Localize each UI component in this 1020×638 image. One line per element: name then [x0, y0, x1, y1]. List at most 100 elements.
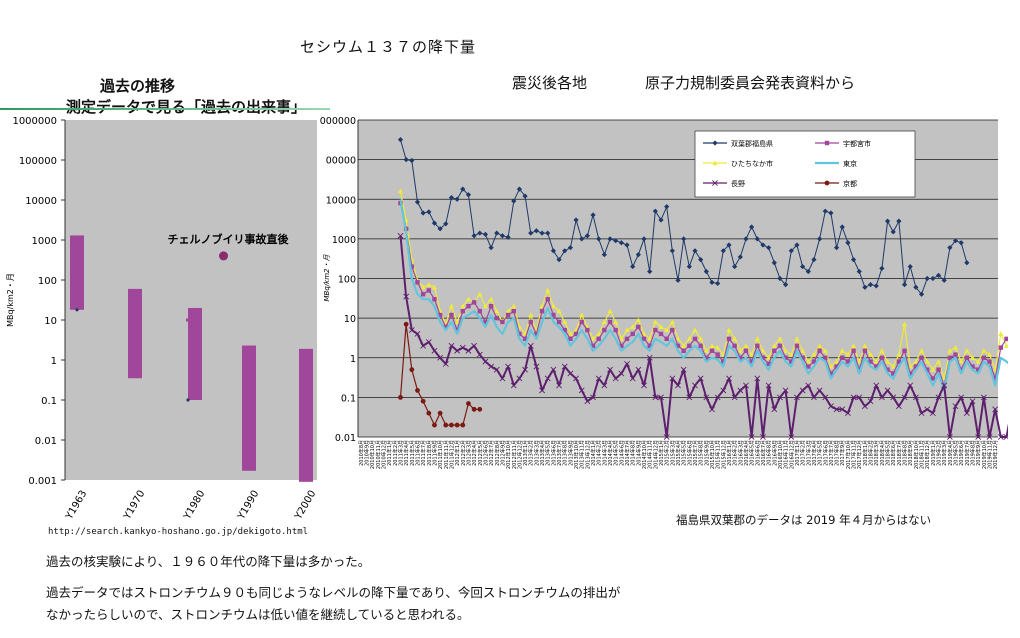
x-tick-label: 2019年6月	[958, 440, 965, 466]
x-tick-label: 2018年10月	[913, 440, 920, 469]
data-point	[936, 367, 941, 372]
data-point	[425, 339, 432, 345]
data-point	[919, 355, 924, 360]
data-point	[789, 359, 794, 364]
data-point	[721, 359, 726, 364]
data-point	[653, 327, 658, 333]
data-point	[675, 336, 681, 341]
x-tick-label: 2015年1月	[658, 440, 665, 466]
data-point	[420, 210, 426, 216]
data-point	[466, 401, 471, 406]
data-point	[953, 352, 958, 357]
data-point	[601, 319, 607, 325]
x-tick-label: 2019年9月	[975, 440, 982, 466]
data-point	[929, 410, 936, 417]
data-point	[630, 324, 636, 329]
data-point	[533, 363, 540, 370]
data-point	[601, 252, 607, 258]
x-tick-label: 2019年2月	[936, 440, 943, 466]
x-tick-label: 2012年4月	[471, 440, 478, 466]
data-point	[692, 327, 698, 333]
data-point	[947, 355, 953, 360]
data-point	[476, 351, 483, 358]
point-marker	[186, 398, 190, 402]
data-point	[545, 297, 550, 302]
data-point	[800, 348, 806, 353]
x-tick-label: 2013年11月	[579, 440, 586, 469]
data-point	[596, 236, 602, 242]
data-point	[840, 355, 845, 360]
data-point	[895, 403, 902, 410]
data-point	[471, 300, 477, 305]
y-tick-label: 1	[51, 356, 57, 367]
x-tick-label: 2011年11月	[443, 440, 450, 469]
data-point	[613, 327, 618, 333]
data-point	[562, 248, 568, 254]
x-tick-label: 2018年4月	[879, 440, 886, 466]
data-point	[669, 248, 675, 254]
series-line	[399, 199, 1008, 392]
data-point	[924, 406, 931, 413]
x-tick-label: 2019年12月	[992, 440, 999, 469]
data-point	[958, 358, 964, 364]
x-tick-label: 2011年7月	[420, 440, 427, 466]
data-point	[466, 303, 471, 309]
data-point	[420, 398, 426, 404]
x-tick-label: 2016年10月	[777, 440, 784, 469]
data-point	[607, 319, 613, 325]
data-point	[924, 358, 930, 364]
data-point	[477, 308, 482, 314]
data-point	[443, 422, 449, 428]
x-tick-label: 2018年2月	[868, 440, 875, 466]
data-point	[624, 327, 630, 333]
data-point	[459, 344, 466, 351]
data-point	[686, 263, 692, 270]
data-point	[811, 352, 817, 357]
data-point	[766, 245, 772, 251]
y-tick-label: 10	[44, 316, 57, 327]
x-tick-label: 2019年8月	[970, 440, 977, 466]
futaba-data-note: 福島県双葉郡のデータは 2019 年４月からはない	[676, 513, 932, 527]
data-point	[698, 343, 703, 349]
data-point	[732, 343, 737, 349]
data-point	[913, 364, 919, 369]
data-point	[641, 236, 647, 242]
legend-label: 京都	[843, 179, 857, 188]
data-point	[482, 303, 489, 309]
data-point	[969, 398, 976, 405]
data-point	[800, 355, 805, 360]
data-point	[828, 371, 834, 376]
data-point	[794, 343, 800, 349]
data-point	[811, 359, 817, 364]
data-point	[998, 331, 1004, 336]
data-point	[969, 355, 976, 360]
x-tick-label: 2013年1月	[522, 440, 529, 466]
data-point	[687, 343, 692, 349]
data-point	[743, 348, 749, 353]
data-point	[432, 297, 437, 302]
x-tick-label: 2014年6月	[618, 440, 625, 466]
data-point	[590, 394, 596, 401]
data-point	[850, 394, 857, 401]
x-tick-label: 2015年7月	[692, 440, 699, 466]
x-tick-label: 2018年11月	[919, 440, 926, 469]
data-point	[912, 394, 919, 401]
x-tick-label: 2018年3月	[873, 440, 880, 466]
y-tick-label: 0.1	[341, 393, 356, 404]
legend-item: ひたちなか市	[703, 159, 773, 168]
data-point	[738, 355, 743, 360]
x-tick-label: 2016年6月	[754, 440, 761, 466]
data-point	[415, 280, 420, 285]
data-point	[403, 293, 410, 300]
data-point	[1003, 434, 1008, 440]
data-point	[839, 406, 846, 413]
data-point	[964, 260, 970, 266]
data-point	[477, 406, 483, 412]
data-point	[454, 196, 460, 202]
data-point	[986, 352, 993, 357]
data-point	[590, 336, 596, 341]
data-point	[397, 188, 404, 194]
data-point	[675, 277, 681, 283]
x-tick-label: 2013年6月	[550, 440, 557, 466]
data-point	[720, 387, 727, 394]
